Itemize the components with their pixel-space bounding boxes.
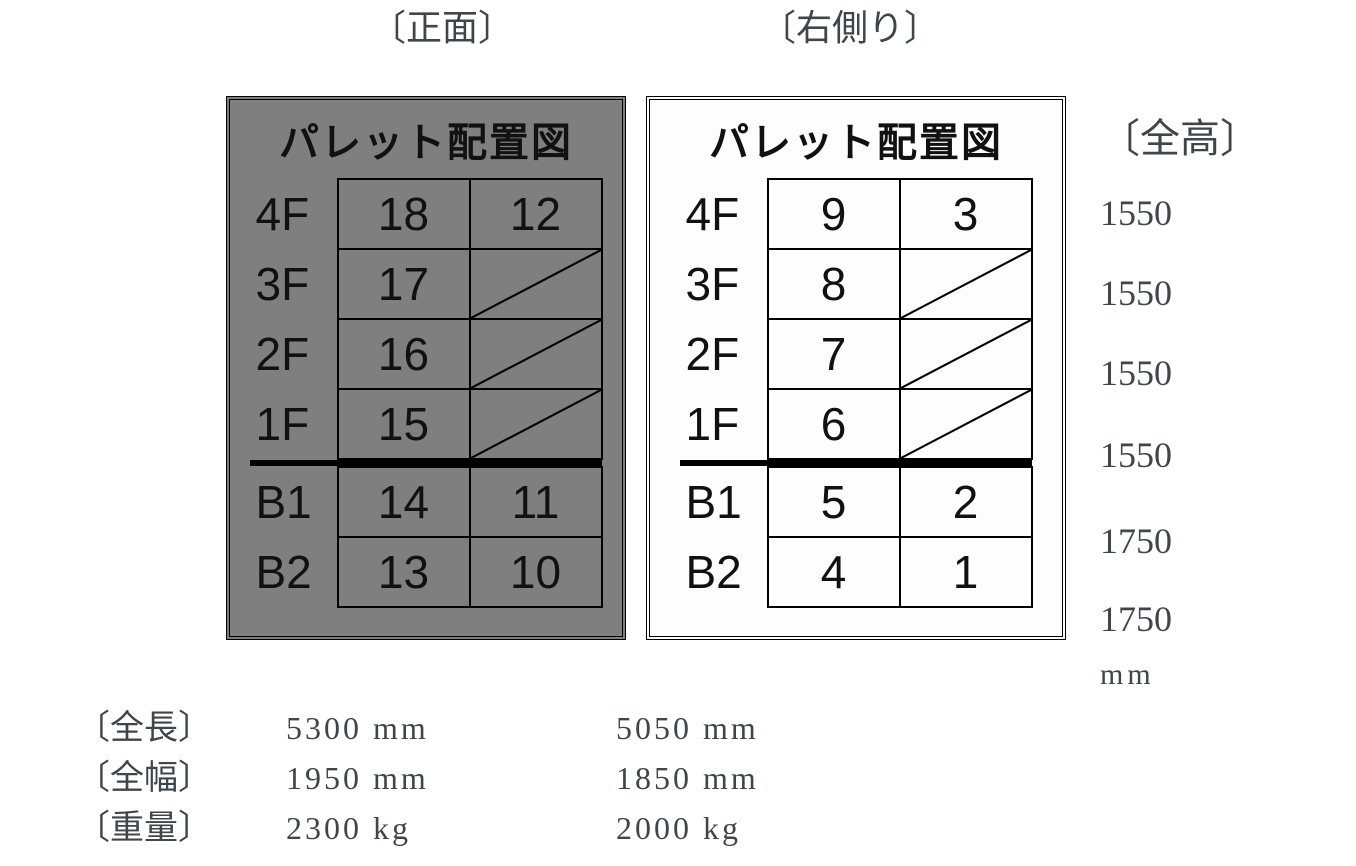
cell-slash bbox=[470, 249, 602, 319]
cell-slash bbox=[470, 389, 602, 459]
floor-label: 4F bbox=[250, 179, 338, 249]
row-b2-left: B2 13 10 bbox=[250, 537, 602, 607]
page-root: 〔正面〕 〔右側り〕 パレット配置図 4F 18 12 3F 17 bbox=[0, 0, 1356, 866]
cell: 3 bbox=[900, 179, 1032, 249]
spec-row-weight: 〔重量〕 2300 kg 2000 kg bbox=[76, 800, 1176, 850]
row-3f-right: 3F 8 bbox=[680, 249, 1032, 319]
height-value: 1550 bbox=[1100, 192, 1320, 234]
floor-label: B1 bbox=[680, 467, 768, 537]
cell: 11 bbox=[470, 467, 602, 537]
cell: 1 bbox=[900, 537, 1032, 607]
cell: 5 bbox=[768, 467, 900, 537]
row-b1-right: B1 5 2 bbox=[680, 467, 1032, 537]
split-bar bbox=[680, 460, 1032, 466]
spec-value-right: 2000 kg bbox=[616, 810, 946, 847]
row-1f-left: 1F 15 bbox=[250, 389, 602, 459]
panel-left: パレット配置図 4F 18 12 3F 17 2F 16 bbox=[226, 96, 626, 640]
cell: 7 bbox=[768, 319, 900, 389]
heights-unit: mm bbox=[1100, 658, 1320, 692]
layout-table-left: 4F 18 12 3F 17 2F 16 bbox=[250, 178, 603, 608]
row-2f-left: 2F 16 bbox=[250, 319, 602, 389]
cell-slash bbox=[900, 389, 1032, 459]
cell: 12 bbox=[470, 179, 602, 249]
specs-block: 〔全長〕 5300 mm 5050 mm 〔全幅〕 1950 mm 1850 m… bbox=[76, 700, 1176, 850]
spec-value-left: 1950 mm bbox=[286, 760, 616, 797]
layout-table-right: 4F 9 3 3F 8 2F 7 bbox=[680, 178, 1033, 608]
cell: 10 bbox=[470, 537, 602, 607]
cell: 17 bbox=[338, 249, 470, 319]
heights-column: 〔全高〕 1550 1550 1550 1550 1750 1750 mm bbox=[1100, 106, 1320, 692]
floor-label: 1F bbox=[680, 389, 768, 459]
cell: 16 bbox=[338, 319, 470, 389]
height-value: 1750 bbox=[1100, 520, 1320, 562]
cell: 8 bbox=[768, 249, 900, 319]
split-bar bbox=[250, 460, 602, 466]
floor-label: 4F bbox=[680, 179, 768, 249]
split-row-left bbox=[250, 459, 602, 467]
heights-title: 〔全高〕 bbox=[1100, 106, 1320, 164]
panel-right: パレット配置図 4F 9 3 3F 8 2F 7 bbox=[646, 96, 1066, 640]
cell: 14 bbox=[338, 467, 470, 537]
floor-label: B2 bbox=[680, 537, 768, 607]
top-label-right: 〔右側り〕 bbox=[760, 10, 940, 46]
panel-left-title: パレット配置図 bbox=[240, 110, 612, 168]
row-4f-left: 4F 18 12 bbox=[250, 179, 602, 249]
cell: 15 bbox=[338, 389, 470, 459]
floor-label: 3F bbox=[250, 249, 338, 319]
cell-slash bbox=[470, 319, 602, 389]
spec-row-length: 〔全長〕 5300 mm 5050 mm bbox=[76, 700, 1176, 750]
floor-label: B2 bbox=[250, 537, 338, 607]
cell: 6 bbox=[768, 389, 900, 459]
panel-left-wrap: パレット配置図 4F 18 12 3F 17 2F 16 bbox=[226, 96, 626, 640]
cell: 2 bbox=[900, 467, 1032, 537]
panel-right-title: パレット配置図 bbox=[660, 110, 1052, 168]
spec-row-width: 〔全幅〕 1950 mm 1850 mm bbox=[76, 750, 1176, 800]
floor-label: B1 bbox=[250, 467, 338, 537]
spec-value-left: 5300 mm bbox=[286, 710, 616, 747]
row-b1-left: B1 14 11 bbox=[250, 467, 602, 537]
spec-value-right: 1850 mm bbox=[616, 760, 946, 797]
spec-label: 〔全長〕 bbox=[76, 700, 286, 749]
cell: 13 bbox=[338, 537, 470, 607]
row-b2-right: B2 4 1 bbox=[680, 537, 1032, 607]
spec-label: 〔重量〕 bbox=[76, 800, 286, 849]
row-3f-left: 3F 17 bbox=[250, 249, 602, 319]
spec-value-right: 5050 mm bbox=[616, 710, 946, 747]
height-value: 1550 bbox=[1100, 434, 1320, 476]
floor-label: 1F bbox=[250, 389, 338, 459]
floor-label: 2F bbox=[680, 319, 768, 389]
top-label-left: 〔正面〕 bbox=[370, 10, 514, 46]
row-2f-right: 2F 7 bbox=[680, 319, 1032, 389]
cell-slash bbox=[900, 319, 1032, 389]
split-row-right bbox=[680, 459, 1032, 467]
row-4f-right: 4F 9 3 bbox=[680, 179, 1032, 249]
cell: 9 bbox=[768, 179, 900, 249]
spec-value-left: 2300 kg bbox=[286, 810, 616, 847]
floor-label: 2F bbox=[250, 319, 338, 389]
floor-label: 3F bbox=[680, 249, 768, 319]
spec-label: 〔全幅〕 bbox=[76, 750, 286, 799]
height-value: 1750 bbox=[1100, 598, 1320, 640]
height-value: 1550 bbox=[1100, 352, 1320, 394]
height-value: 1550 bbox=[1100, 272, 1320, 314]
cell: 4 bbox=[768, 537, 900, 607]
panel-right-wrap: パレット配置図 4F 9 3 3F 8 2F 7 bbox=[646, 96, 1066, 640]
cell: 18 bbox=[338, 179, 470, 249]
row-1f-right: 1F 6 bbox=[680, 389, 1032, 459]
cell-slash bbox=[900, 249, 1032, 319]
